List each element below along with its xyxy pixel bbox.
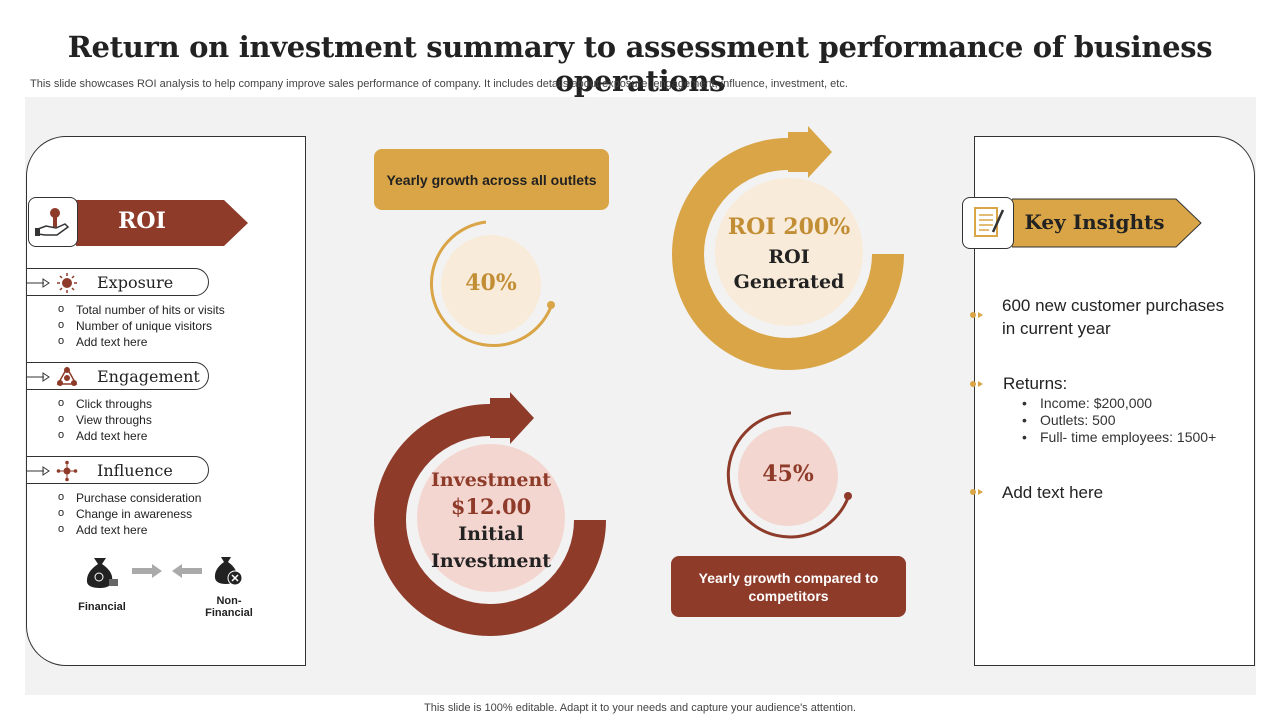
insights-icon-box [962, 197, 1014, 249]
roi-value: ROI 200% [727, 214, 851, 240]
notepad-icon [974, 207, 1005, 237]
exposure-pill [26, 268, 209, 296]
engagement-list: Click throughs View throughs Add text he… [56, 395, 152, 444]
influence-arrow-icon [26, 466, 50, 476]
influence-icon [56, 460, 78, 482]
list-item: Outlets: 500 [1022, 412, 1216, 429]
insight-bullet-icon [970, 489, 983, 495]
insight-add-text: Add text here [1002, 483, 1104, 502]
roi-label: ROI [118, 208, 166, 234]
engagement-arrow-icon [26, 372, 50, 382]
investment-caption: Initial Investment [411, 521, 571, 575]
competitors-ring [726, 411, 852, 539]
money-hand-icon [35, 208, 70, 236]
arrow-right-icon [132, 564, 162, 578]
list-item: Number of unique visitors [56, 317, 225, 334]
influence-label: Influence [97, 461, 173, 480]
list-item: Add text here [56, 333, 225, 350]
engagement-pill [26, 362, 209, 390]
list-item: Click throughs [56, 395, 152, 412]
non-financial-line-2: Financial [205, 607, 253, 619]
money-bag-icon [86, 558, 118, 588]
list-item: Full- time employees: 1500+ [1022, 429, 1216, 446]
roi-ring [672, 126, 904, 370]
roi-caption-line-2: Generated [733, 271, 845, 293]
list-item: Change in awareness [56, 505, 201, 522]
competitors-value: 45% [762, 461, 814, 487]
outlets-value: 40% [465, 270, 517, 296]
influence-list: Purchase consideration Change in awarene… [56, 489, 201, 538]
returns-list: Income: $200,000 Outlets: 500 Full- time… [1022, 395, 1216, 446]
investment-line-4: Investment [430, 550, 552, 572]
page-title: Return on investment summary to assessme… [67, 30, 1213, 98]
exposure-list: Total number of hits or visits Number of… [56, 301, 225, 350]
returns-label: Returns: [1003, 374, 1068, 393]
arrow-left-icon [172, 564, 202, 578]
investment-value: $12.00 [450, 494, 532, 519]
engagement-label: Engagement [97, 367, 200, 386]
roi-icon-box [28, 197, 78, 247]
yearly-outlets-label: Yearly growth across all outlets [374, 149, 609, 210]
roi-banner [76, 200, 248, 246]
list-item: Add text here [56, 521, 201, 538]
list-item: View throughs [56, 411, 152, 428]
non-financial-label: Non- Financial [198, 595, 260, 619]
outlets-ring [429, 220, 555, 348]
footer-note: This slide is 100% editable. Adapt it to… [424, 702, 856, 714]
financial-label: Financial [78, 601, 126, 613]
investment-ring [374, 392, 606, 636]
yearly-competitors-label: Yearly growth compared to competitors [671, 556, 906, 617]
exposure-arrow-icon [26, 278, 50, 288]
investment-line-1: Investment [430, 469, 552, 491]
investment-line-3: Initial [458, 523, 524, 545]
sun-icon [57, 273, 77, 293]
roi-caption-line-1: ROI [768, 246, 810, 268]
list-item: Purchase consideration [56, 489, 201, 506]
roi-caption: ROI Generated [709, 245, 869, 295]
insight-bullet-icon [970, 312, 983, 318]
insights-label: Key Insights [1024, 210, 1165, 234]
insights-banner [1012, 198, 1202, 248]
network-icon [56, 366, 78, 386]
list-item: Add text here [56, 427, 152, 444]
insight-bullet-icon [970, 381, 983, 387]
exposure-label: Exposure [97, 273, 174, 292]
page-subtitle: This slide showcases ROI analysis to hel… [30, 78, 848, 90]
list-item: Total number of hits or visits [56, 301, 225, 318]
money-bag-cross-icon [214, 557, 243, 586]
insight-customers: 600 new customer purchases in current ye… [1002, 296, 1225, 338]
influence-pill [26, 456, 209, 484]
non-financial-line-1: Non- [216, 595, 242, 607]
list-item: Income: $200,000 [1022, 395, 1216, 412]
investment-value-block: Investment $12.00 [411, 467, 571, 520]
